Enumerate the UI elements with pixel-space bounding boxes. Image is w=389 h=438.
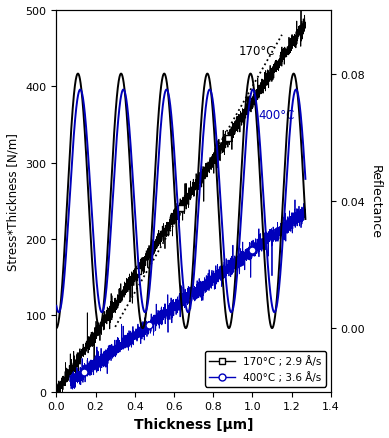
X-axis label: Thickness [μm]: Thickness [μm] <box>134 417 253 431</box>
Y-axis label: Stress*Thickness [N/m]: Stress*Thickness [N/m] <box>7 133 20 270</box>
Text: 400°C: 400°C <box>258 109 295 122</box>
Legend: 170°C ; 2.9 Å/s, 400°C ; 3.6 Å/s: 170°C ; 2.9 Å/s, 400°C ; 3.6 Å/s <box>205 351 326 387</box>
Text: 170°C: 170°C <box>239 45 275 58</box>
Y-axis label: Reflectance: Reflectance <box>369 165 382 238</box>
